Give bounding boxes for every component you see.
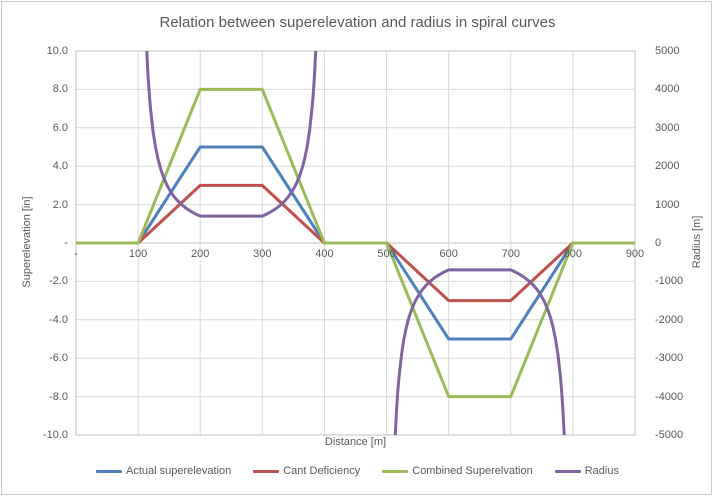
- y-left-tick-label: 6.0: [52, 121, 68, 134]
- y-right-tick-label: 0: [655, 237, 662, 249]
- y-left-tick-label: 2.0: [52, 198, 68, 211]
- legend-label: Actual superelevation: [126, 465, 232, 477]
- chart-title: Relation between superelevation and radi…: [159, 14, 556, 31]
- legend-item-actual-superelevation: Actual superelevation: [96, 465, 231, 477]
- y-right-tick-label: 3000: [655, 121, 680, 134]
- x-tick-label: 800: [563, 248, 583, 260]
- series-line-radius: [393, 268, 566, 435]
- legend-line-sample: [382, 469, 409, 473]
- y-left-tick-label: -6.0: [49, 352, 68, 365]
- legend-line-sample: [253, 469, 280, 473]
- legend-line-sample: [96, 469, 123, 473]
- y-left-tick-label: 4.0: [52, 160, 68, 173]
- x-tick-label: 100: [128, 248, 148, 260]
- legend-label: Radius: [584, 465, 619, 477]
- y-left-tick-label: -10.0: [42, 429, 68, 441]
- y-right-tick-label: -2000: [655, 313, 684, 326]
- x-tick-label: 900: [625, 248, 645, 260]
- y-left-tick-label: 10.0: [46, 45, 68, 57]
- series-line-combined-superelvation: [76, 87, 635, 399]
- legend-label: Cant Deficiency: [283, 465, 361, 477]
- legend: Actual superelevation Cant Deficiency Comb…: [2, 463, 711, 479]
- y-right-tick-label: -4000: [655, 390, 684, 403]
- y-right-tick-label: 1000: [655, 198, 680, 211]
- y-right-tick-label: 4000: [655, 83, 680, 96]
- y-right-tick-label: 2000: [655, 160, 680, 173]
- x-tick-label: 400: [315, 248, 334, 260]
- legend-item-radius: Radius: [554, 465, 619, 477]
- x-tick-label: 700: [501, 248, 520, 260]
- legend-item-cant-deficiency: Cant Deficiency: [253, 465, 360, 477]
- y-right-tick-label: -3000: [655, 352, 684, 365]
- y-right-tick-label: 5000: [655, 45, 680, 57]
- y-left-tick-label: -4.0: [49, 313, 68, 326]
- series-line-radius: [145, 51, 318, 218]
- y-left-tick-label: -2.0: [49, 275, 68, 288]
- legend-line-sample: [554, 469, 581, 473]
- x-tick-label: 300: [253, 248, 272, 260]
- legend-label: Combined Superelvation: [412, 465, 533, 477]
- x-tick-label: 500: [377, 248, 396, 260]
- y-left-tick-label: -8.0: [49, 390, 68, 403]
- x-tick-label: 600: [439, 248, 458, 260]
- x-tick-label: -: [74, 248, 78, 260]
- x-axis-title: Distance [m]: [324, 436, 387, 448]
- y-left-tick-label: 8.0: [52, 83, 68, 96]
- y-right-tick-label: -1000: [655, 275, 684, 288]
- y-right-tick-label: -5000: [655, 429, 684, 441]
- y-left-tick-label: -: [64, 237, 68, 249]
- x-tick-label: 200: [191, 248, 210, 260]
- legend-item-combined-superelvation: Combined Superelvation: [382, 465, 533, 477]
